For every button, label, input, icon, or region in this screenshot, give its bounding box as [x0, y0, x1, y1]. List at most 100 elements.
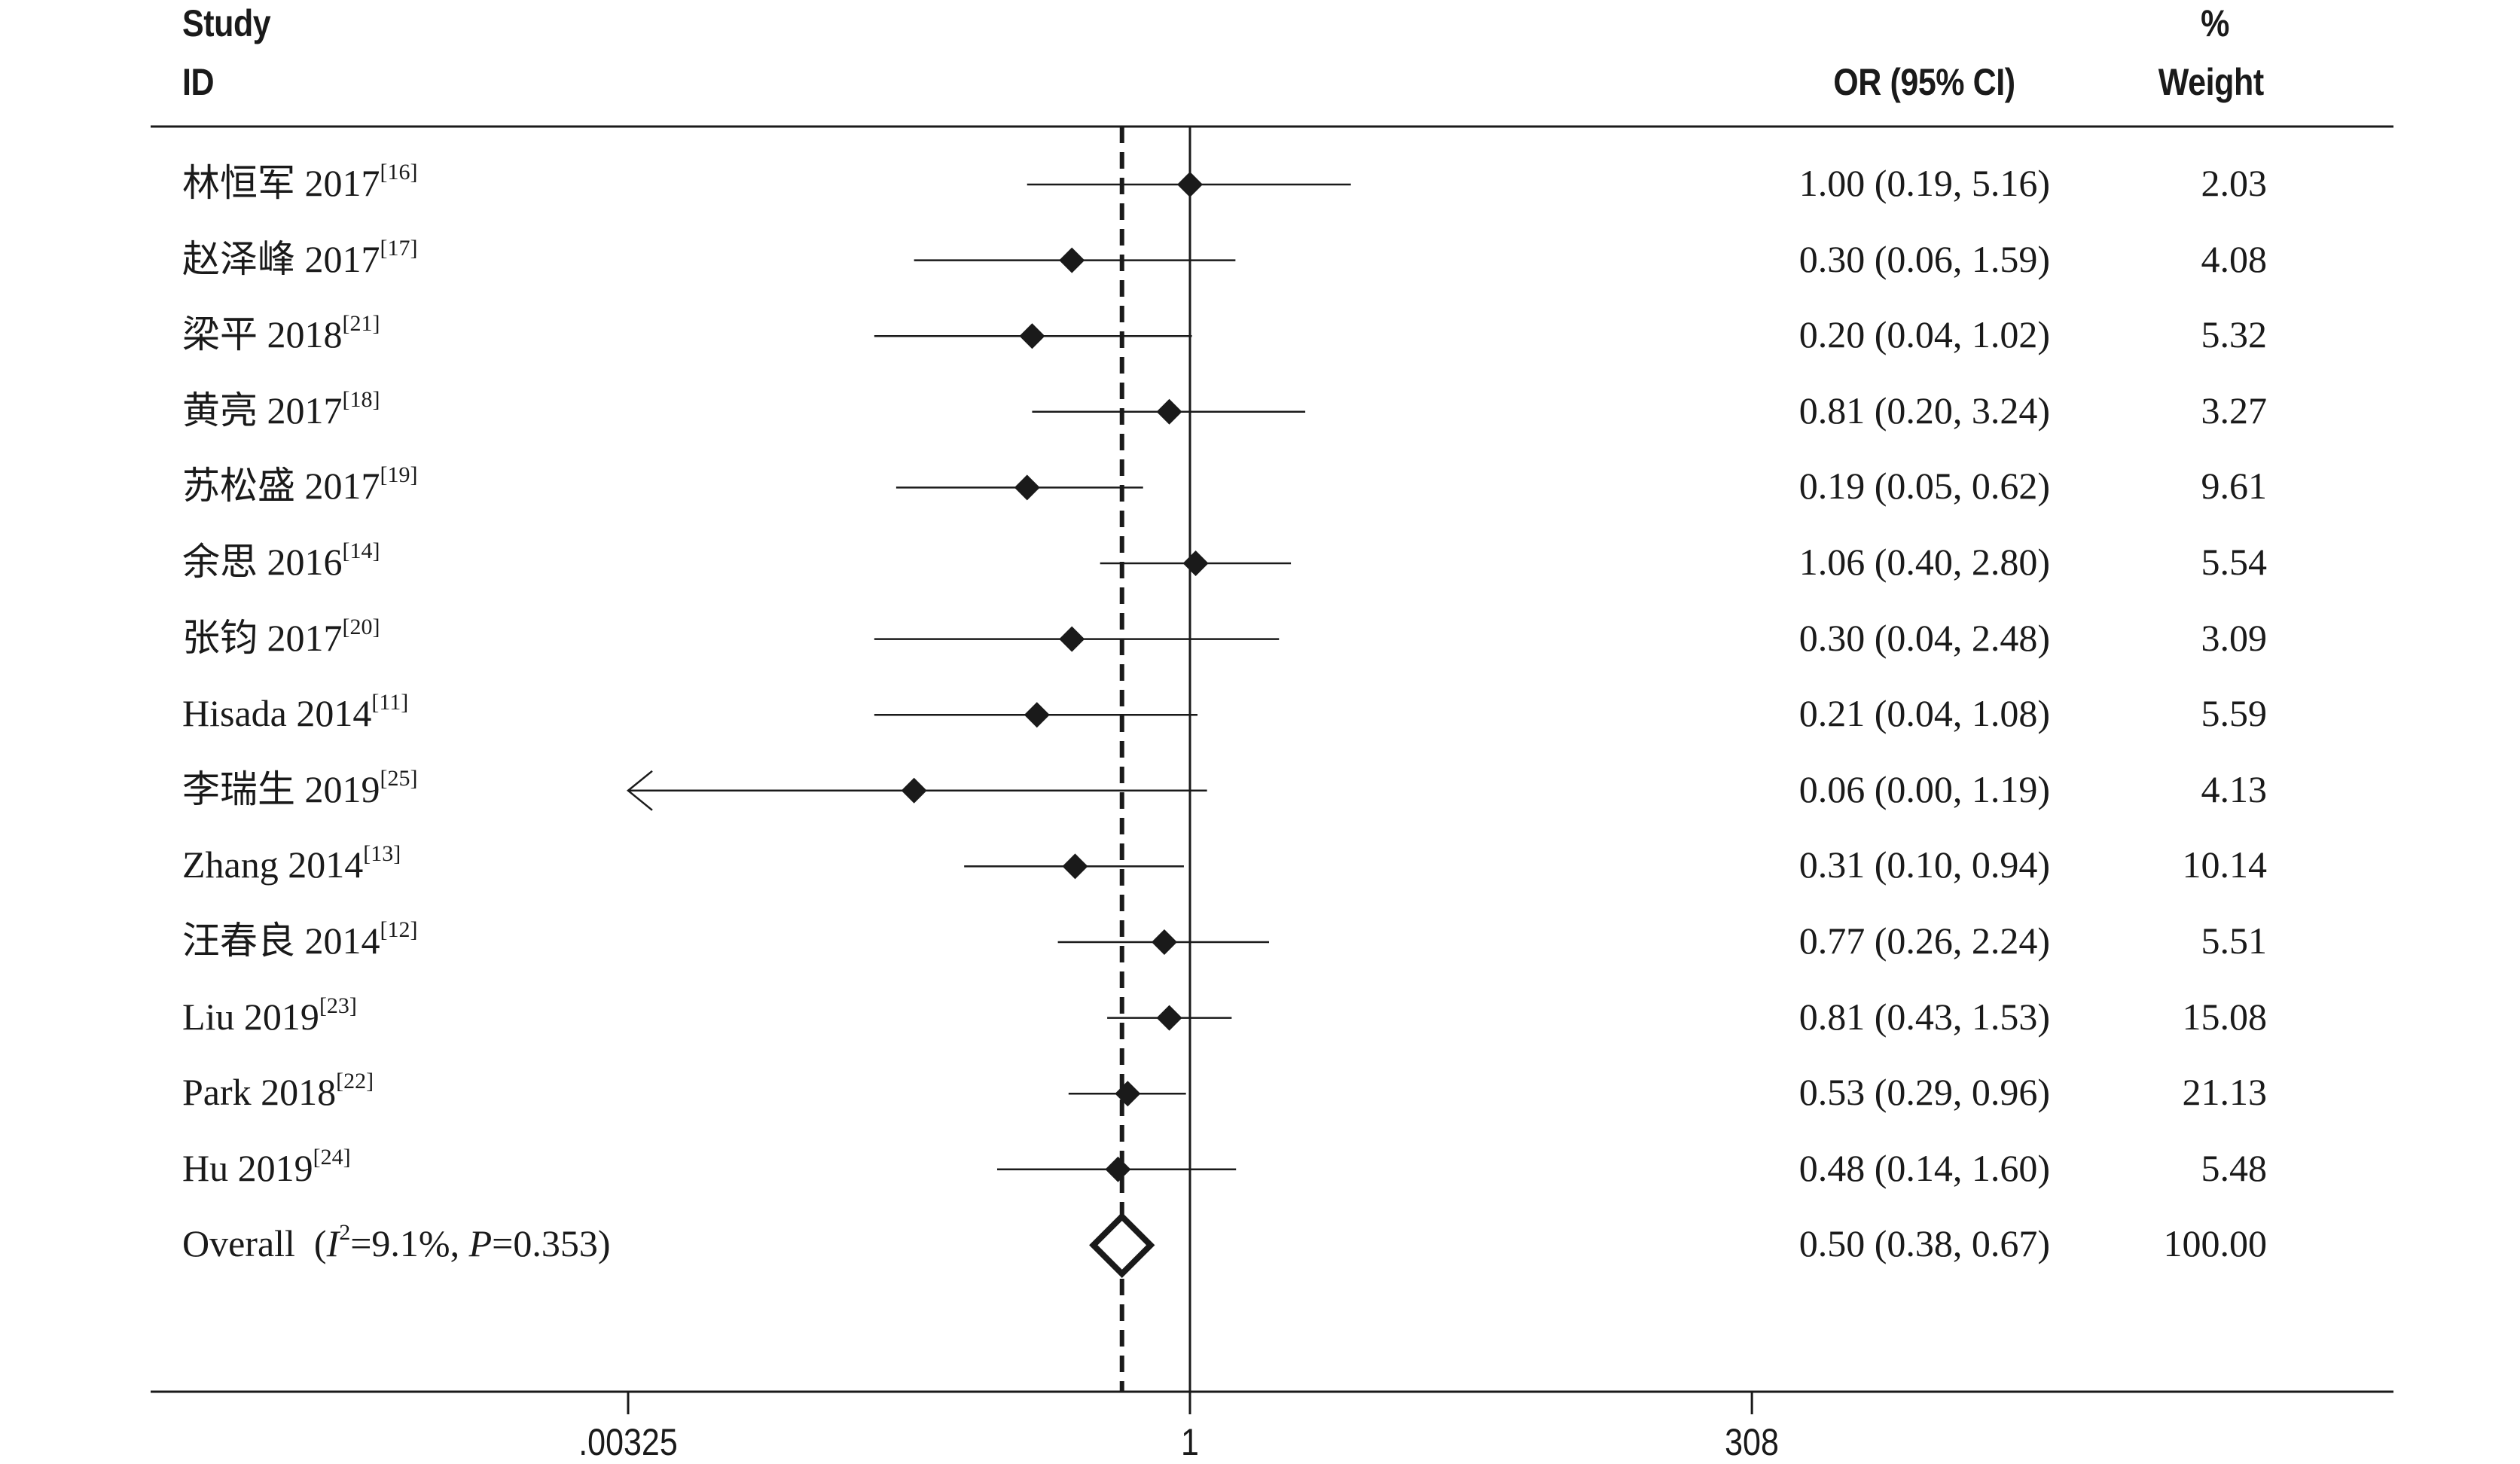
study-label: 赵泽峰 2017[17] [182, 236, 417, 282]
overall-weight: 100.00 [2163, 1222, 2268, 1265]
study-reference: [24] [313, 1144, 351, 1170]
point-estimate-marker [1182, 551, 1209, 576]
study-name: Liu 2019 [182, 995, 319, 1038]
study-weight: 5.51 [2201, 920, 2268, 962]
study-label: 黄亮 2017[18] [182, 388, 380, 433]
study-label: Park 2018[22] [182, 1069, 374, 1115]
study-label: 汪春良 2014[12] [182, 918, 417, 963]
study-reference: [18] [342, 386, 380, 412]
study-name: 黄亮 2017 [182, 389, 343, 432]
point-estimate-marker [1059, 247, 1085, 273]
study-or-ci: 0.30 (0.06, 1.59) [1798, 237, 2050, 280]
study-or-ci: 0.48 (0.14, 1.60) [1798, 1146, 2050, 1189]
point-estimate-marker [901, 777, 927, 804]
study-name: Park 2018 [182, 1071, 337, 1114]
study-weight: 5.59 [2201, 692, 2268, 735]
study-weight: 4.13 [2201, 767, 2268, 810]
p-symbol: P [468, 1222, 493, 1265]
point-estimate-marker [1019, 323, 1045, 349]
ci-truncation-arrow [627, 770, 653, 811]
study-label: 梁平 2018[21] [182, 312, 380, 357]
study-label: 张钧 2017[20] [182, 615, 380, 660]
i2-symbol: I [326, 1222, 340, 1265]
study-or-ci: 0.20 (0.04, 1.02) [1798, 313, 2050, 356]
study-or-ci: 0.30 (0.04, 2.48) [1798, 616, 2050, 659]
study-label: 苏松盛 2017[19] [182, 463, 417, 508]
study-reference: [23] [319, 993, 357, 1018]
study-name: Zhang 2014 [182, 843, 364, 886]
p-value: =0.353) [492, 1222, 611, 1265]
overall-diamond [1089, 1212, 1155, 1279]
study-reference: [25] [380, 765, 418, 791]
header-percent: % [2201, 2, 2229, 44]
point-estimate-marker [1151, 929, 1177, 955]
study-reference: [17] [380, 235, 418, 261]
study-reference: [14] [342, 538, 380, 563]
i2-superscript: 2 [339, 1220, 351, 1246]
header-id: ID [182, 61, 215, 103]
study-label: 林恒军 2017[16] [182, 160, 417, 206]
study-name: Hisada 2014 [182, 692, 372, 735]
point-estimate-marker [1014, 474, 1040, 501]
study-label: 余思 2016[14] [182, 539, 380, 584]
study-label: Hisada 2014[11] [182, 691, 408, 736]
x-tick-label: .00325 [578, 1421, 678, 1463]
point-estimate-marker [1062, 853, 1088, 880]
study-weight: 4.08 [2201, 237, 2268, 280]
overall-label: Overall (I2=9.1%, P=0.353) [182, 1221, 611, 1266]
study-name: 汪春良 2014 [182, 920, 380, 962]
study-name: 余思 2016 [182, 541, 343, 583]
study-reference: [16] [380, 160, 418, 185]
header-or-ci: OR (95% CI) [1833, 61, 2016, 103]
study-weight: 5.54 [2201, 541, 2268, 583]
study-weight: 3.27 [2201, 389, 2268, 432]
study-name: 赵泽峰 2017 [182, 237, 380, 280]
point-estimate-marker [1115, 1081, 1141, 1107]
header-weight: Weight [2158, 61, 2264, 103]
header-study: Study [182, 2, 271, 44]
point-estimate-marker [1059, 626, 1085, 652]
study-weight: 2.03 [2201, 162, 2268, 204]
x-tick-label: 308 [1725, 1421, 1780, 1463]
study-name: 梁平 2018 [182, 313, 343, 356]
point-estimate-marker [1156, 398, 1182, 425]
study-weight: 3.09 [2201, 616, 2268, 659]
i2-value: =9.1%, [350, 1222, 469, 1265]
study-reference: [22] [336, 1069, 374, 1094]
study-or-ci: 0.19 (0.05, 0.62) [1798, 465, 2050, 508]
study-weight: 5.48 [2201, 1146, 2268, 1189]
study-label: Hu 2019[24] [182, 1145, 351, 1191]
point-estimate-marker [1105, 1156, 1131, 1182]
study-name: Hu 2019 [182, 1146, 313, 1189]
study-reference: [21] [342, 311, 380, 337]
study-name: 苏松盛 2017 [182, 465, 380, 508]
study-label: Zhang 2014[13] [182, 842, 401, 887]
study-or-ci: 0.21 (0.04, 1.08) [1798, 692, 2050, 735]
study-name: 李瑞生 2019 [182, 767, 380, 810]
study-or-ci: 0.81 (0.20, 3.24) [1798, 389, 2050, 432]
study-reference: [11] [371, 690, 409, 715]
point-estimate-marker [1024, 702, 1050, 728]
study-reference: [20] [342, 614, 380, 639]
study-reference: [12] [380, 917, 418, 942]
overall-prefix: Overall ( [182, 1222, 327, 1265]
x-tick-label: 1 [1181, 1421, 1199, 1463]
study-weight: 5.32 [2201, 313, 2268, 356]
study-or-ci: 0.77 (0.26, 2.24) [1798, 920, 2050, 962]
study-label: Liu 2019[23] [182, 994, 357, 1039]
study-reference: [13] [363, 841, 401, 867]
study-reference: [19] [380, 462, 418, 488]
study-or-ci: 1.00 (0.19, 5.16) [1798, 162, 2050, 204]
study-weight: 21.13 [2182, 1071, 2268, 1114]
study-or-ci: 1.06 (0.40, 2.80) [1798, 541, 2050, 583]
study-weight: 10.14 [2182, 843, 2268, 886]
point-estimate-marker [1156, 1005, 1182, 1031]
study-label: 李瑞生 2019[25] [182, 767, 417, 812]
overall-or-ci: 0.50 (0.38, 0.67) [1798, 1222, 2050, 1265]
study-or-ci: 0.06 (0.00, 1.19) [1798, 767, 2050, 810]
study-weight: 9.61 [2201, 465, 2268, 508]
study-name: 张钧 2017 [182, 616, 343, 659]
study-or-ci: 0.53 (0.29, 0.96) [1798, 1071, 2050, 1114]
